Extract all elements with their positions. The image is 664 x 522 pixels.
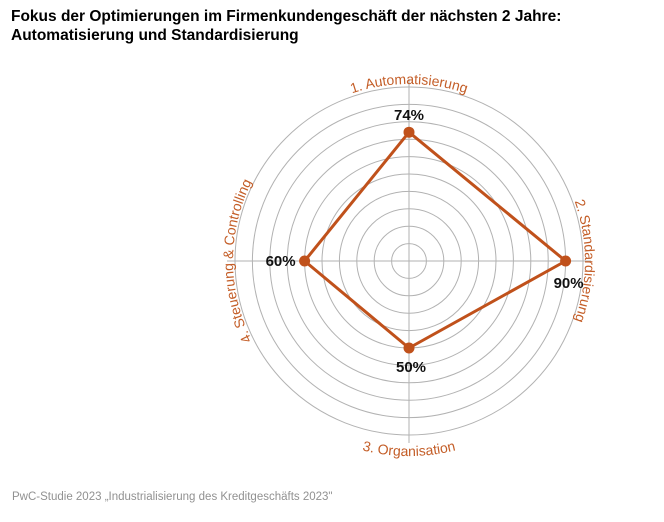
- axis-label: 3. Organisation: [361, 438, 456, 459]
- data-polygon: [303, 130, 568, 350]
- data-point: [560, 255, 572, 267]
- data-point: [403, 342, 415, 354]
- chart-title-line1: Fokus der Optimierungen im Firmenkundeng…: [11, 8, 562, 25]
- value-label: 74%: [394, 107, 424, 124]
- chart-title-line2: Automatisierung und Standardisierung: [11, 27, 299, 45]
- data-point: [403, 126, 415, 138]
- source-citation: PwC-Studie 2023 „Industrialisierung des …: [12, 491, 333, 503]
- value-label: 60%: [266, 253, 296, 270]
- data-point: [299, 255, 311, 267]
- value-label: 90%: [554, 275, 584, 292]
- value-label: 50%: [396, 359, 426, 376]
- chart-title: Fokus der Optimierungen im Firmenkundeng…: [11, 7, 561, 45]
